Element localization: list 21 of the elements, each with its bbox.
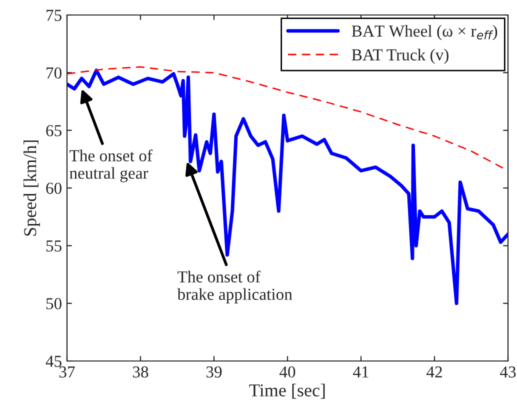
x-tick-label: 38: [132, 366, 148, 378]
y-tick-label: 45: [46, 356, 62, 367]
annotation: The onset of neutral gear: [70, 149, 153, 182]
x-tick-label: 41: [352, 366, 368, 378]
y-tick-label: 60: [46, 182, 62, 194]
y-axis-title: Speed [km/h]: [24, 140, 40, 236]
y-tick-label: 65: [46, 125, 62, 136]
y-tick-label: 55: [46, 240, 62, 252]
y-tick-label: 50: [46, 298, 62, 310]
x-axis-title: Time [sec]: [249, 384, 325, 399]
legend-label: BAT Truck (v): [352, 48, 448, 64]
y-tick-label: 70: [46, 67, 62, 79]
annotation: The onset of brake application: [177, 270, 292, 304]
x-tick-label: 37: [59, 366, 75, 378]
x-tick-label: 39: [206, 366, 222, 378]
x-tick-label: 40: [279, 366, 296, 378]
x-tick-label: 43: [500, 366, 516, 378]
x-tick-label: 42: [426, 366, 442, 378]
line-series: [67, 68, 508, 306]
legend-label: BAT Wheel (ω × r$_{eff}$): [352, 25, 498, 40]
y-tick-label: 75: [46, 10, 62, 21]
